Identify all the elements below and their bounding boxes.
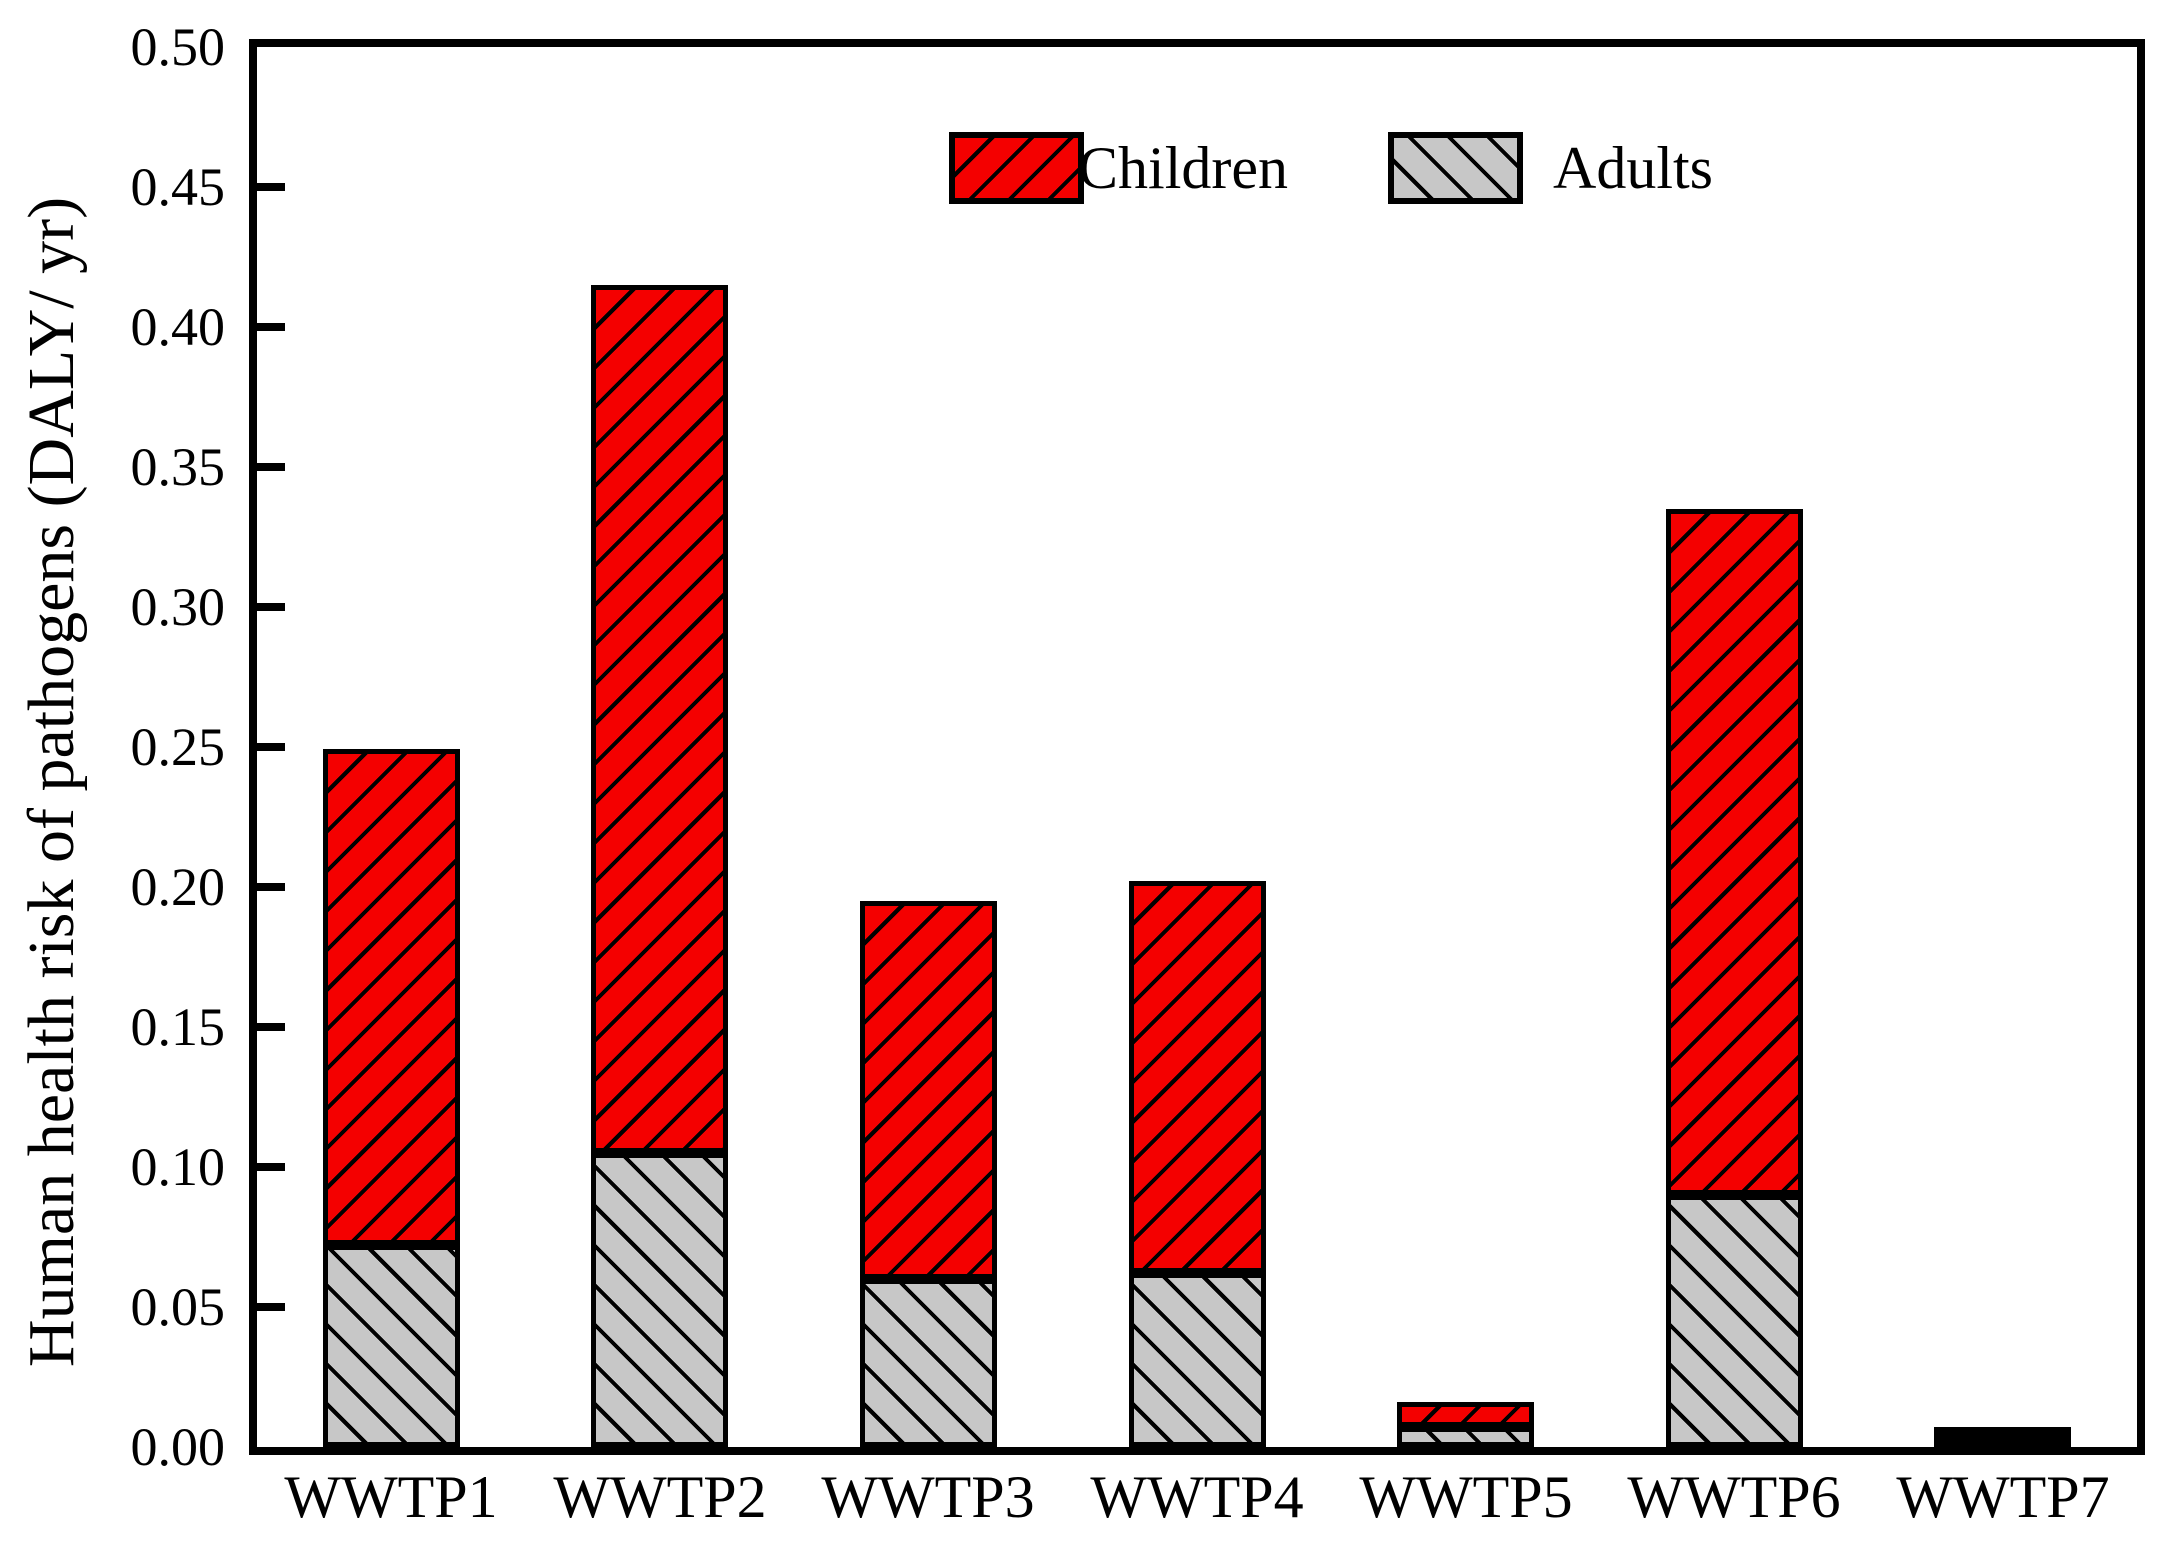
bar-wwtp1 bbox=[323, 749, 460, 1447]
legend-swatch-children-icon bbox=[949, 132, 1084, 204]
plot-area: Children Adults bbox=[257, 47, 2137, 1447]
bar-wwtp5 bbox=[1397, 1402, 1534, 1447]
y-tick-0.30 bbox=[257, 603, 285, 611]
y-tick-label-0.30: 0.30 bbox=[130, 577, 226, 637]
bar-segment-children-wwtp6 bbox=[1666, 509, 1803, 1195]
y-tick-label-0.40: 0.40 bbox=[130, 297, 226, 357]
y-tick-0.25 bbox=[257, 743, 285, 751]
bar-wwtp6 bbox=[1666, 509, 1803, 1447]
bar-wwtp2 bbox=[591, 285, 728, 1447]
bar-segment-adults-wwtp3 bbox=[860, 1279, 997, 1447]
x-tick-label-wwtp6: WWTP6 bbox=[1627, 1464, 1841, 1530]
x-tick-label-wwtp3: WWTP3 bbox=[821, 1464, 1035, 1530]
y-tick-0.20 bbox=[257, 883, 285, 891]
legend-swatch-adults-icon bbox=[1388, 132, 1523, 204]
y-tick-label-0.10: 0.10 bbox=[130, 1137, 226, 1197]
y-tick-label-0.45: 0.45 bbox=[130, 157, 226, 217]
bar-segment-adults-wwtp1 bbox=[323, 1245, 460, 1447]
bar-segment-adults-wwtp5 bbox=[1397, 1427, 1534, 1447]
x-tick-label-wwtp2: WWTP2 bbox=[553, 1464, 767, 1530]
y-tick-label-0.25: 0.25 bbox=[130, 717, 226, 777]
y-tick-0.40 bbox=[257, 323, 285, 331]
bar-segment-adults-wwtp6 bbox=[1666, 1195, 1803, 1447]
y-tick-label-0.50: 0.50 bbox=[130, 17, 226, 77]
y-tick-label-0.00: 0.00 bbox=[130, 1417, 226, 1477]
bar-wwtp7 bbox=[1934, 1427, 2071, 1447]
bar-wwtp3 bbox=[860, 901, 997, 1447]
y-tick-0.15 bbox=[257, 1023, 285, 1031]
bar-segment-children-wwtp1 bbox=[323, 749, 460, 1245]
bar-segment-children-wwtp4 bbox=[1129, 881, 1266, 1273]
x-tick-label-wwtp7: WWTP7 bbox=[1896, 1464, 2110, 1530]
bar-segment-adults-wwtp7 bbox=[1934, 1437, 2071, 1447]
legend-label-adults: Adults bbox=[1553, 135, 1714, 201]
bar-segment-adults-wwtp2 bbox=[591, 1153, 728, 1447]
x-tick-label-wwtp4: WWTP4 bbox=[1090, 1464, 1304, 1530]
y-tick-0.45 bbox=[257, 183, 285, 191]
y-tick-0.10 bbox=[257, 1163, 285, 1171]
y-tick-label-0.35: 0.35 bbox=[130, 437, 226, 497]
bar-segment-children-wwtp2 bbox=[591, 285, 728, 1153]
bar-wwtp4 bbox=[1129, 881, 1266, 1447]
bar-segment-children-wwtp7 bbox=[1934, 1427, 2071, 1437]
bar-segment-children-wwtp5 bbox=[1397, 1402, 1534, 1427]
bar-segment-children-wwtp3 bbox=[860, 901, 997, 1279]
legend-label-children: Children bbox=[1078, 135, 1288, 201]
y-tick-label-0.05: 0.05 bbox=[130, 1277, 226, 1337]
x-tick-label-wwtp1: WWTP1 bbox=[284, 1464, 498, 1530]
x-tick-label-wwtp5: WWTP5 bbox=[1359, 1464, 1573, 1530]
y-tick-label-0.15: 0.15 bbox=[130, 997, 226, 1057]
y-tick-0.35 bbox=[257, 463, 285, 471]
y-tick-label-0.20: 0.20 bbox=[130, 857, 226, 917]
y-tick-0.05 bbox=[257, 1303, 285, 1311]
bar-segment-adults-wwtp4 bbox=[1129, 1273, 1266, 1447]
